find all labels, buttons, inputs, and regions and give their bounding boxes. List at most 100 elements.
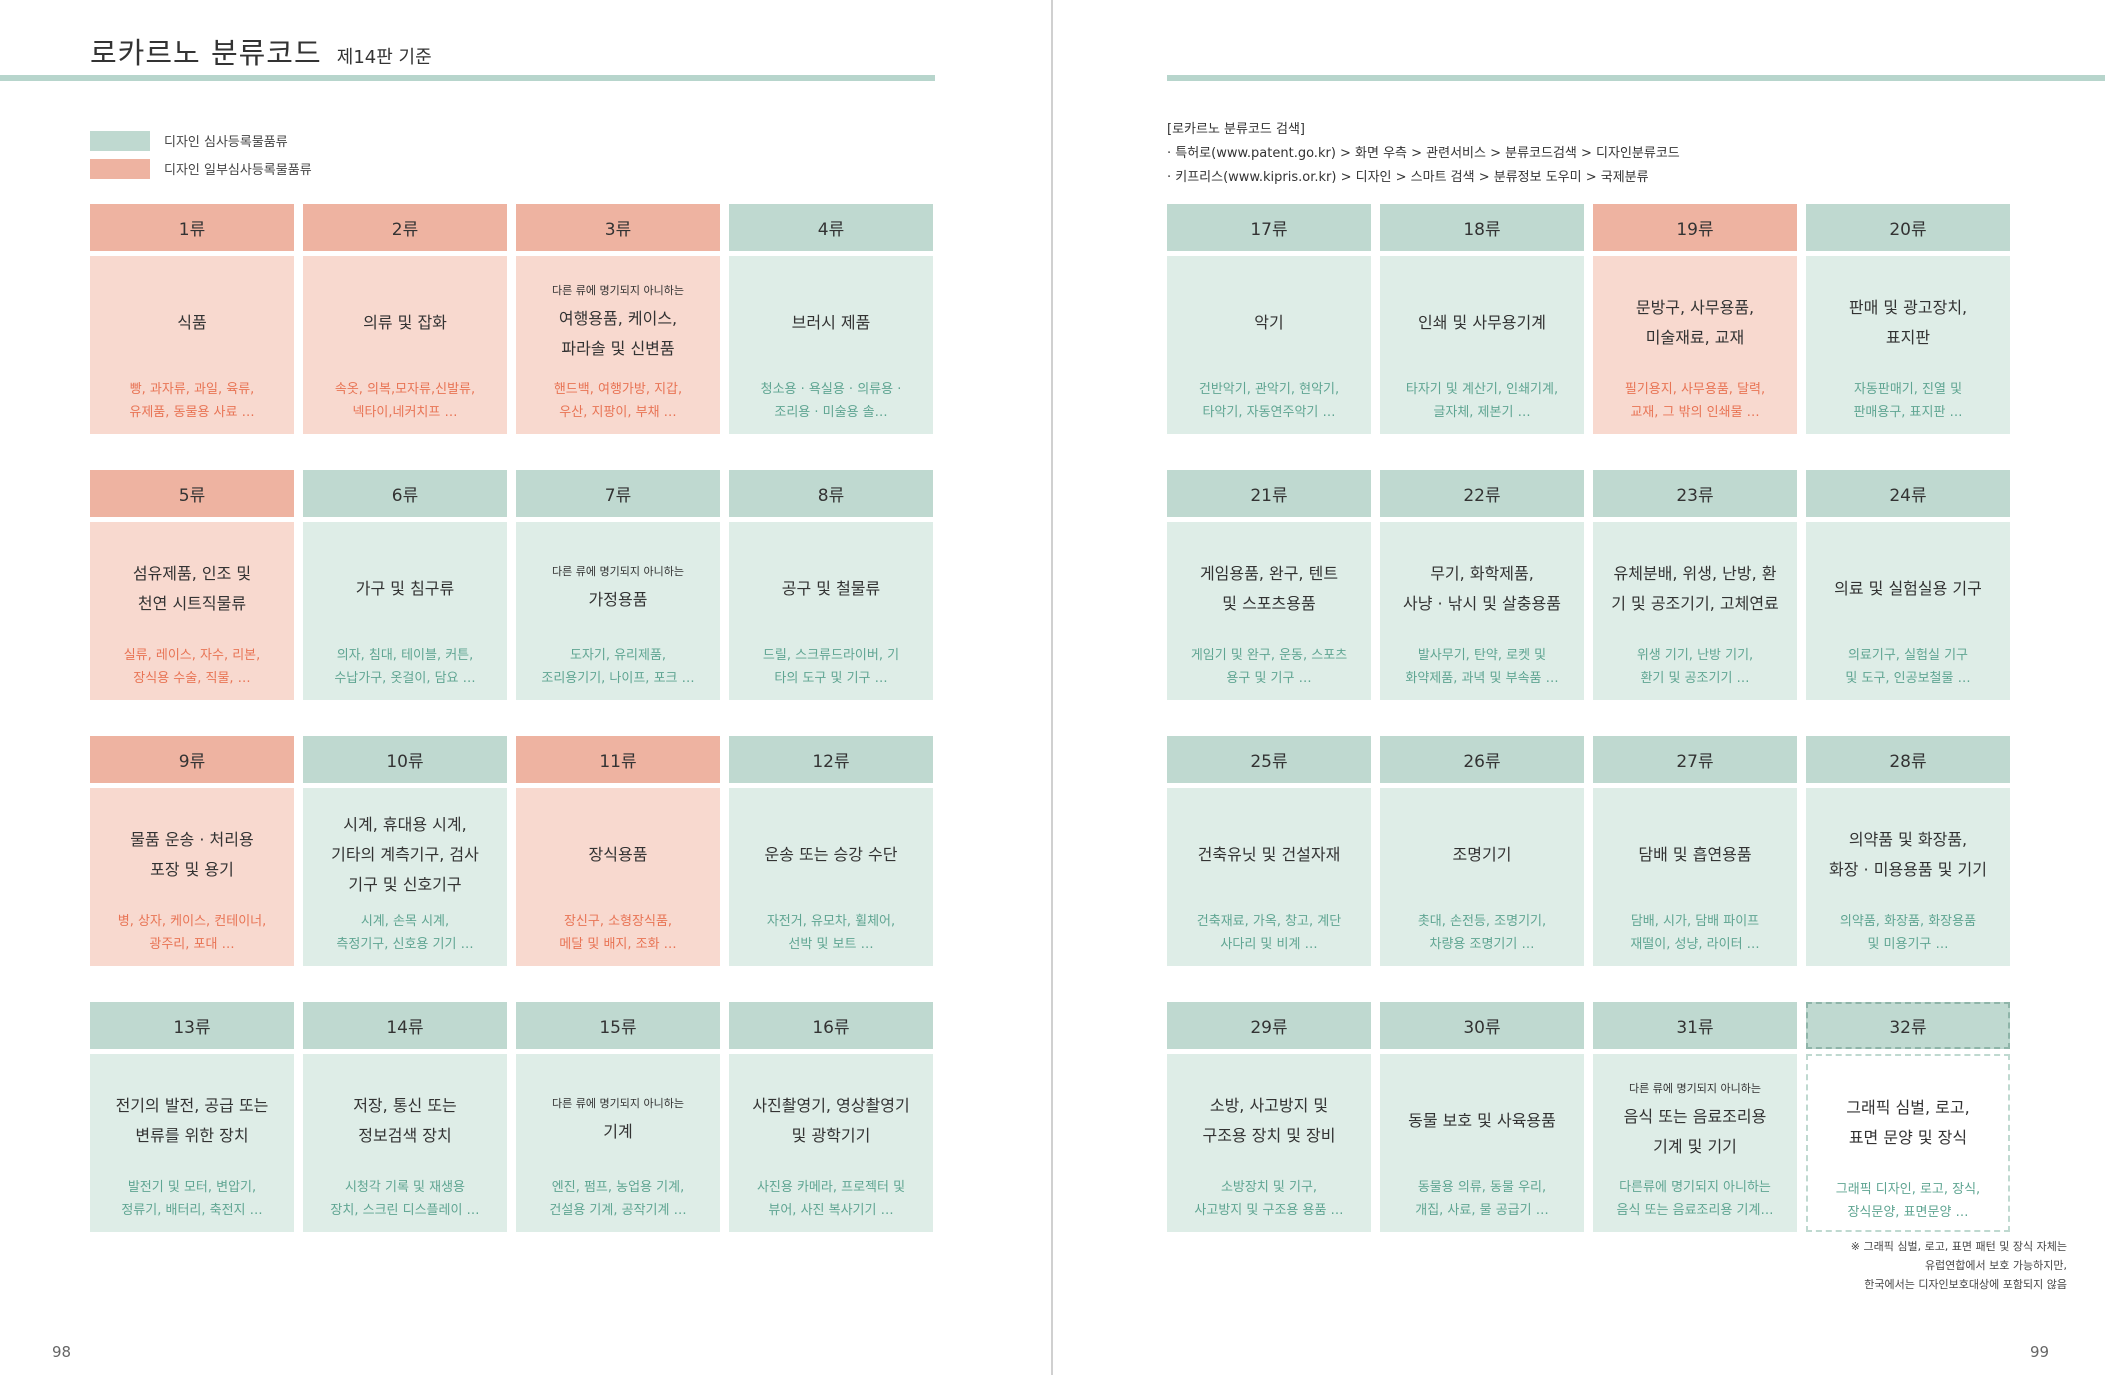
class-name: 게임용품, 완구, 텐트 및 스포츠용품 <box>1199 564 1339 613</box>
class-name: 전기의 발전, 공급 또는 변류를 위한 장치 <box>115 1096 269 1145</box>
class-main: 의류 및 잡화 <box>309 272 501 374</box>
class-code: 9류 <box>90 736 294 783</box>
class-name: 동물 보호 및 사육용품 <box>1408 1111 1556 1130</box>
class-examples: 타자기 및 계산기, 인쇄기계, 글자체, 제본기 … <box>1405 382 1559 420</box>
class-code: 16류 <box>729 1002 933 1049</box>
class-code: 19류 <box>1593 204 1797 251</box>
class-examples: 발전기 및 모터, 변압기, 정류기, 배터리, 축전지 … <box>121 1180 263 1218</box>
class-body: 동물 보호 및 사육용품 동물용 의류, 동물 우리, 개집, 사료, 물 공급기… <box>1380 1054 1584 1232</box>
class-cell: 6류 가구 및 침구류 의자, 침대, 테이블, 커튼, 수납가구, 옷걸이, 담요… <box>303 470 507 700</box>
class-main: 장식용품 <box>522 804 714 906</box>
class-body: 조명기기 촛대, 손전등, 조명기기, 차량용 조명기기 … <box>1380 788 1584 966</box>
class-body: 소방, 사고방지 및 구조용 장치 및 장비 소방장치 및 기구, 사고방지 및 … <box>1167 1054 1371 1232</box>
class-main: 문방구, 사무용품, 미술재료, 교재 <box>1599 272 1791 374</box>
class-name: 문방구, 사무용품, 미술재료, 교재 <box>1635 298 1755 347</box>
class-name: 가정용품 <box>588 590 648 609</box>
class-main: 판매 및 광고장치, 표지판 <box>1812 272 2004 374</box>
class-main: 건축유닛 및 건설자재 <box>1173 804 1365 906</box>
class-name: 판매 및 광고장치, 표지판 <box>1848 298 1968 347</box>
class-cell: 27류 담배 및 흡연용품 담배, 시가, 담배 파이프 재떨이, 성냥, 라이터 … <box>1593 736 1797 966</box>
class-main: 저장, 통신 또는 정보검색 장치 <box>309 1070 501 1172</box>
class-name: 조명기기 <box>1452 845 1512 864</box>
class-cell: 20류 판매 및 광고장치, 표지판 자동판매기, 진열 및 판매용구, 표지판 … <box>1806 204 2010 434</box>
class-examples: 병, 상자, 케이스, 컨테이너, 광주리, 포대 … <box>117 914 267 952</box>
class-body: 건축유닛 및 건설자재 건축재료, 가옥, 창고, 계단 사다리 및 비계 … <box>1167 788 1371 966</box>
class-name: 유체분배, 위생, 난방, 환 기 및 공조기기, 고체연료 <box>1611 564 1779 613</box>
class-examples: 발사무기, 탄약, 로켓 및 화약제품, 과녁 및 부속품 … <box>1405 648 1559 686</box>
class-body: 다른 류에 명기되지 아니하는 음식 또는 음료조리용 기계 및 기기 다른류에 명… <box>1593 1054 1797 1232</box>
class-name: 가구 및 침구류 <box>355 579 455 598</box>
legend-label: 디자인 심사등록물품류 <box>164 135 288 150</box>
class-qualifier: 다른 류에 명기되지 아니하는 <box>552 1097 684 1110</box>
class-cell: 31류 다른 류에 명기되지 아니하는 음식 또는 음료조리용 기계 및 기기 다른류… <box>1593 1002 1797 1232</box>
class-main: 운송 또는 승강 수단 <box>735 804 927 906</box>
class-body: 식품 빵, 과자류, 과일, 육류, 유제품, 동물용 사료 … <box>90 256 294 434</box>
class-examples: 시청각 기록 및 재생용 장치, 스크린 디스플레이 … <box>330 1180 480 1218</box>
class-cell: 5류 섬유제품, 인조 및 천연 시트직물류 실류, 레이스, 자수, 리본, 장식… <box>90 470 294 700</box>
footnote: ※ 그래픽 심벌, 로고, 표면 패턴 및 장식 자체는 유럽연합에서 보호 가… <box>1850 1240 2067 1291</box>
class-name: 무기, 화학제품, 사냥 · 낚시 및 살충용품 <box>1403 564 1561 613</box>
class-body: 의약품 및 화장품, 화장 · 미용용품 및 기기 의약품, 화장품, 화장용품 … <box>1806 788 2010 966</box>
search-info-heading: [로카르노 분류코드 검색] <box>1167 122 1306 137</box>
class-code: 15류 <box>516 1002 720 1049</box>
class-cell: 22류 무기, 화학제품, 사냥 · 낚시 및 살충용품 발사무기, 탄약, 로켓 … <box>1380 470 1584 700</box>
page-subtitle: 제14판 기준 <box>336 47 432 68</box>
title-rule <box>0 75 935 81</box>
class-examples: 속옷, 의복,모자류,신발류, 넥타이,네커치프 … <box>334 382 476 420</box>
search-info: [로카르노 분류코드 검색] · 특허로(www.patent.go.kr) >… <box>1167 118 1680 190</box>
class-cell: 2류 의류 및 잡화 속옷, 의복,모자류,신발류, 넥타이,네커치프 … <box>303 204 507 434</box>
class-code: 11류 <box>516 736 720 783</box>
class-code: 24류 <box>1806 470 2010 517</box>
left-page: 로카르노 분류코드 제14판 기준 디자인 심사등록물품류 디자인 일부심사등록… <box>0 0 1050 1375</box>
class-cell: 30류 동물 보호 및 사육용품 동물용 의류, 동물 우리, 개집, 사료, 물 … <box>1380 1002 1584 1232</box>
class-body: 브러시 제품 청소용 · 욕실용 · 의류용 · 조리용 · 미술용 솔… <box>729 256 933 434</box>
class-name: 인쇄 및 사무용기계 <box>1418 313 1546 332</box>
class-cell: 12류 운송 또는 승강 수단 자전거, 유모차, 휠체어, 선박 및 보트 … <box>729 736 933 966</box>
right-page: [로카르노 분류코드 검색] · 특허로(www.patent.go.kr) >… <box>1055 0 2105 1375</box>
class-code: 1류 <box>90 204 294 251</box>
page-number: 99 <box>2030 1343 2050 1361</box>
class-main: 사진촬영기, 영상촬영기 및 광학기기 <box>735 1070 927 1172</box>
class-qualifier: 다른 류에 명기되지 아니하는 <box>1629 1082 1761 1095</box>
class-examples: 드릴, 스크류드라이버, 기 타의 도구 및 기구 … <box>762 648 900 686</box>
class-main: 다른 류에 명기되지 아니하는 음식 또는 음료조리용 기계 및 기기 <box>1599 1070 1791 1172</box>
class-examples: 사진용 카메라, 프로젝터 및 뷰어, 사진 복사기기 … <box>756 1180 906 1218</box>
class-name: 물품 운송 · 처리용 포장 및 용기 <box>130 830 254 879</box>
class-code: 23류 <box>1593 470 1797 517</box>
class-main: 가구 및 침구류 <box>309 538 501 640</box>
class-cell: 21류 게임용품, 완구, 텐트 및 스포츠용품 게임기 및 완구, 운동, 스포츠… <box>1167 470 1371 700</box>
class-main: 그래픽 심벌, 로고, 표면 문양 및 장식 <box>1814 1072 2002 1174</box>
class-code: 7류 <box>516 470 720 517</box>
class-name: 여행용품, 케이스, 파라솔 및 신변품 <box>558 309 678 358</box>
class-examples: 필기용지, 사무용품, 달력, 교재, 그 밖의 인쇄물 … <box>1624 382 1766 420</box>
class-examples: 자동판매기, 진열 및 판매용구, 표지판 … <box>1853 382 1963 420</box>
class-body: 가구 및 침구류 의자, 침대, 테이블, 커튼, 수납가구, 옷걸이, 담요 … <box>303 522 507 700</box>
class-cell: 17류 악기 건반악기, 관악기, 현악기, 타악기, 자동연주악기 … <box>1167 204 1371 434</box>
class-code: 18류 <box>1380 204 1584 251</box>
class-name: 의약품 및 화장품, 화장 · 미용용품 및 기기 <box>1829 830 1987 879</box>
class-main: 다른 류에 명기되지 아니하는 여행용품, 케이스, 파라솔 및 신변품 <box>522 272 714 374</box>
class-code: 4류 <box>729 204 933 251</box>
class-code: 28류 <box>1806 736 2010 783</box>
class-main: 인쇄 및 사무용기계 <box>1386 272 1578 374</box>
class-code: 29류 <box>1167 1002 1371 1049</box>
class-body: 다른 류에 명기되지 아니하는 가정용품 도자기, 유리제품, 조리용기기, 나이프… <box>516 522 720 700</box>
class-name: 담배 및 흡연용품 <box>1638 845 1752 864</box>
class-main: 식품 <box>96 272 288 374</box>
class-examples: 장신구, 소형장식품, 메달 및 배지, 조화 … <box>559 914 677 952</box>
page-gutter <box>1051 0 1053 1375</box>
class-examples: 의료기구, 실험실 기구 및 도구, 인공보철물 … <box>1845 648 1971 686</box>
class-body: 시계, 휴대용 시계, 기타의 계측기구, 검사 기구 및 신호기구 시계, 손목… <box>303 788 507 966</box>
class-main: 섬유제품, 인조 및 천연 시트직물류 <box>96 538 288 640</box>
class-name: 브러시 제품 <box>791 313 871 332</box>
class-name: 악기 <box>1254 313 1284 332</box>
class-examples: 담배, 시가, 담배 파이프 재떨이, 성냥, 라이터 … <box>1630 914 1760 952</box>
class-body: 섬유제품, 인조 및 천연 시트직물류 실류, 레이스, 자수, 리본, 장식용 … <box>90 522 294 700</box>
class-examples: 핸드백, 여행가방, 지갑, 우산, 지팡이, 부채 … <box>553 382 683 420</box>
